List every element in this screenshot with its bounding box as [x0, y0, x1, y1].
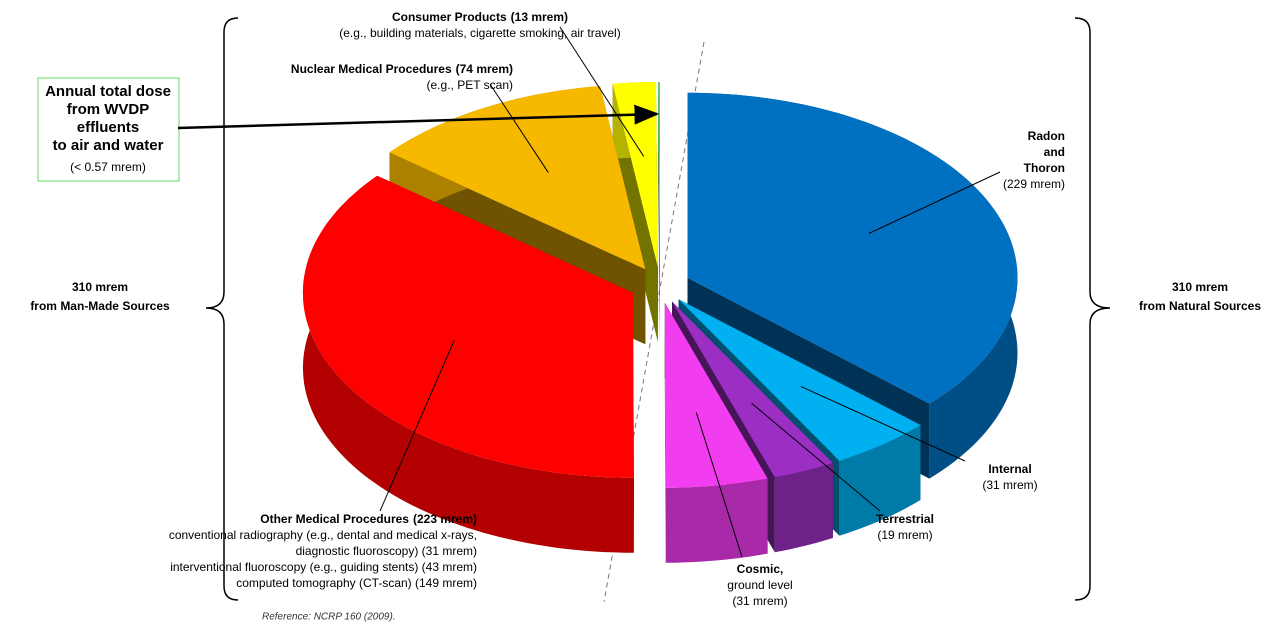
slice-name: Internal	[988, 462, 1031, 476]
slice	[612, 82, 658, 267]
leader-line	[751, 402, 881, 512]
slice-name: effluents	[77, 119, 140, 136]
value-label: (74 mrem)	[456, 62, 513, 76]
leader-line	[559, 26, 645, 157]
slice	[664, 302, 768, 488]
slice-label: Annual total dose	[45, 83, 171, 100]
leader-line	[695, 412, 743, 558]
slice-description: ground level	[727, 578, 792, 592]
slice-label: Nuclear Medical Procedures (74 mrem)	[291, 62, 513, 76]
natural-total: 310 mrem	[1172, 280, 1228, 294]
reference: Reference: NCRP 160 (2009).	[262, 612, 396, 623]
slice-label: and	[1044, 145, 1065, 159]
slice-name: Radon	[1028, 129, 1065, 143]
slice-label: Internal	[988, 462, 1031, 476]
slice	[672, 301, 833, 478]
value-label: (13 mrem)	[511, 10, 568, 24]
slice	[687, 92, 1018, 404]
slice-wall	[774, 463, 833, 553]
slice-label: effluents	[77, 119, 140, 136]
slice-description: (e.g., building materials, cigarette smo…	[339, 26, 620, 40]
slice-wall	[302, 175, 634, 553]
slice-label: Cosmic,	[737, 562, 784, 576]
slice-wall	[665, 478, 768, 563]
slice	[678, 299, 921, 461]
slice-name: Nuclear Medical Procedures	[291, 62, 452, 76]
value-label: (< 0.57 mrem)	[70, 160, 146, 174]
slice-description: computed tomography (CT-scan) (149 mrem)	[236, 576, 477, 590]
slice-name: from WVDP	[67, 101, 150, 118]
slice	[302, 175, 634, 478]
wvdp-box	[37, 77, 180, 182]
right-brace	[1074, 17, 1111, 601]
slice-name: Consumer Products	[392, 10, 507, 24]
leader-line	[379, 340, 455, 512]
slice-description: (e.g., PET scan)	[427, 78, 513, 92]
slice-label: Consumer Products (13 mrem)	[392, 10, 568, 24]
slice-label: Radon	[1028, 129, 1065, 143]
man-made-total: 310 mrem	[72, 280, 128, 294]
slice-description: diagnostic fluoroscopy) (31 mrem)	[296, 544, 477, 558]
slice-name: Thoron	[1024, 161, 1065, 175]
left-brace	[205, 17, 239, 601]
slice-description: conventional radiography (e.g., dental a…	[169, 528, 477, 542]
slice-wall	[839, 425, 921, 536]
value-label: (223 mrem)	[413, 512, 477, 526]
value-label: (229 mrem)	[1003, 177, 1065, 191]
value-label: (31 mrem)	[982, 478, 1037, 492]
slice-description: interventional fluoroscopy (e.g., guidin…	[170, 560, 477, 574]
value-label: (31 mrem)	[732, 594, 787, 608]
slice-name: Other Medical Procedures	[260, 512, 409, 526]
slice-label: to air and water	[53, 137, 164, 154]
slice-name: Cosmic,	[737, 562, 784, 576]
slice-name: and	[1044, 145, 1065, 159]
slice-name: Terrestrial	[876, 512, 934, 526]
slice	[389, 86, 646, 270]
slice-name: Annual total dose	[45, 83, 171, 100]
leader-line	[489, 83, 549, 173]
divider	[603, 41, 705, 603]
leader-line	[800, 385, 966, 462]
slice-label: Thoron	[1024, 161, 1065, 175]
slice-label: Other Medical Procedures (223 mrem)	[260, 512, 477, 526]
slice-name: to air and water	[53, 137, 164, 154]
slice-side	[664, 302, 666, 563]
value-label: (19 mrem)	[877, 528, 932, 542]
slice	[658, 82, 660, 267]
man-made-caption: from Man-Made Sources	[30, 299, 170, 313]
arrow	[177, 104, 660, 130]
leader-line	[868, 171, 1001, 234]
natural-caption: from Natural Sources	[1139, 299, 1261, 313]
slice-label: Terrestrial	[876, 512, 934, 526]
slice-label: from WVDP	[67, 101, 150, 118]
